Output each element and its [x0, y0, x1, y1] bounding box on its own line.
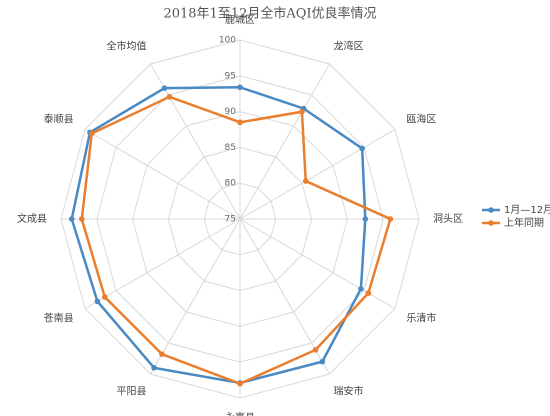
- category-label: 泰顺县: [44, 113, 74, 126]
- data-point: [365, 290, 372, 296]
- data-point: [237, 84, 243, 91]
- spoke: [239, 129, 396, 220]
- spoke: [84, 129, 241, 220]
- category-label: 瓯海区: [406, 113, 436, 126]
- data-point: [89, 130, 95, 137]
- category-label: 平阳县: [117, 385, 147, 397]
- data-point: [237, 119, 243, 126]
- spoke: [150, 218, 241, 375]
- data-point: [159, 351, 165, 357]
- category-label: 永嘉县: [225, 411, 255, 416]
- legend-marker: [488, 220, 494, 226]
- r-tick-label: 75: [225, 215, 236, 225]
- r-tick-label: 85: [225, 143, 236, 153]
- data-point: [94, 298, 101, 305]
- category-label: 文成县: [17, 212, 47, 225]
- category-label: 全市均值: [107, 40, 147, 53]
- data-point: [78, 216, 85, 222]
- data-point: [358, 286, 364, 292]
- r-tick-label: 80: [225, 179, 237, 189]
- chart-title: 2018年1至12月全市AQI优良率情况: [163, 6, 376, 22]
- data-point: [68, 216, 75, 222]
- series-line: [80, 95, 392, 386]
- r-tick-label: 95: [225, 71, 236, 81]
- data-point: [312, 347, 319, 353]
- legend-label: 1月—12月: [504, 204, 550, 216]
- data-point: [166, 94, 173, 100]
- category-label: 瑞安市: [334, 384, 364, 397]
- r-tick-label: 100: [219, 36, 236, 46]
- data-point: [387, 216, 394, 222]
- spoke: [239, 63, 330, 220]
- category-label: 乐清市: [406, 312, 436, 325]
- data-point: [151, 365, 157, 371]
- spoke: [239, 218, 396, 309]
- category-label: 鹿城区: [225, 13, 255, 26]
- data-point: [362, 216, 369, 222]
- category-label: 洞头区: [433, 213, 463, 225]
- legend-marker: [488, 207, 494, 213]
- data-point: [359, 145, 365, 152]
- category-label: 苍南县: [44, 312, 74, 325]
- category-label: 龙湾区: [334, 40, 364, 53]
- legend-label: 上年同期: [504, 216, 544, 229]
- data-point: [299, 108, 305, 115]
- data-point: [302, 178, 309, 184]
- data-point: [102, 294, 108, 300]
- r-tick-label: 90: [225, 107, 237, 117]
- data-point: [319, 358, 326, 365]
- data-point: [161, 85, 168, 91]
- data-point: [237, 380, 243, 387]
- spoke: [84, 218, 241, 309]
